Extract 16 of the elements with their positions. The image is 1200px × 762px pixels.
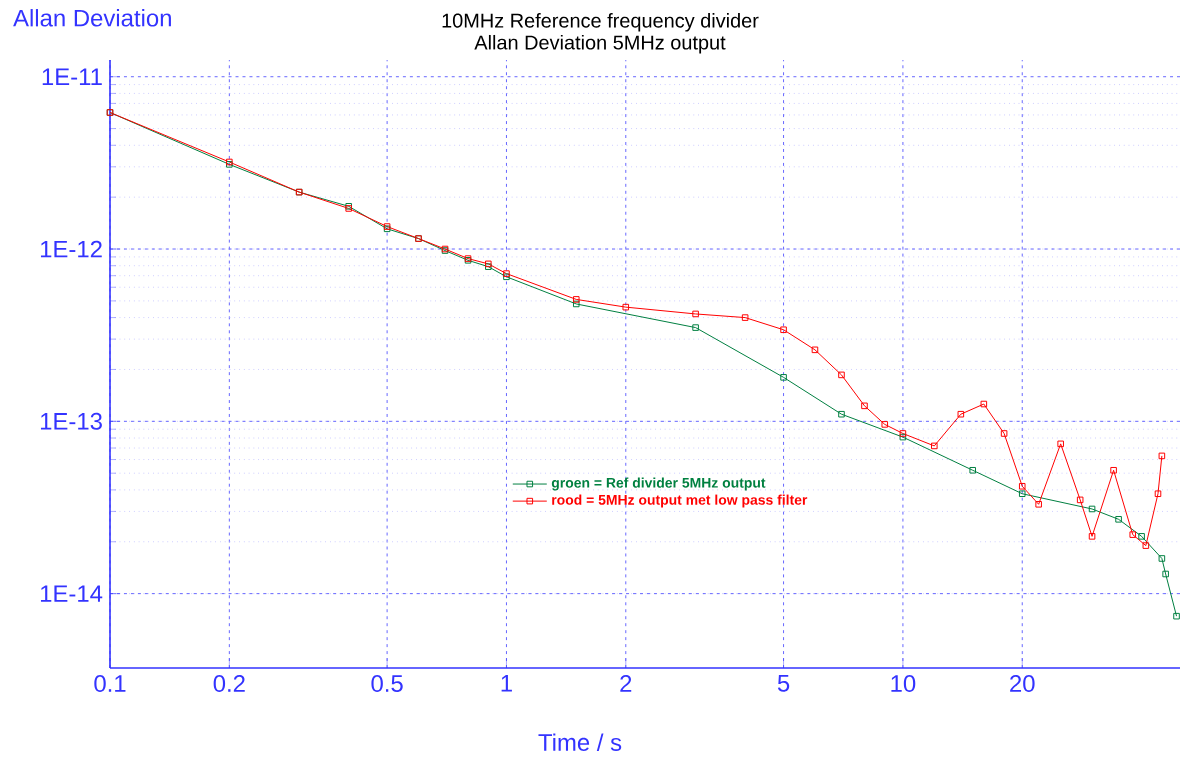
y-tick-label: 1E-14: [40, 585, 103, 602]
y-tick-label: 1E-13: [40, 412, 102, 430]
y-tick-label: 1E-12: [40, 240, 102, 258]
x-tick-label: 10: [891, 675, 916, 692]
x-tick-label: 2: [620, 675, 632, 692]
x-axis-title: Time / s: [538, 733, 622, 751]
chart-title: 10MHz Reference frequency divider: [442, 13, 759, 32]
x-tick-label: 0.5: [371, 675, 403, 692]
x-tick-label: 20: [1010, 675, 1035, 692]
x-tick-label: 5: [777, 675, 790, 692]
y-tick-label: 1E-11: [42, 68, 102, 85]
x-tick-label: 0.2: [213, 675, 245, 692]
x-tick-label: 1: [501, 675, 512, 692]
chart-subtitle: Allan Deviation 5MHz output: [474, 34, 726, 54]
x-tick-label: 0.1: [94, 675, 126, 692]
y-axis-title: Allan Deviation: [13, 9, 171, 27]
